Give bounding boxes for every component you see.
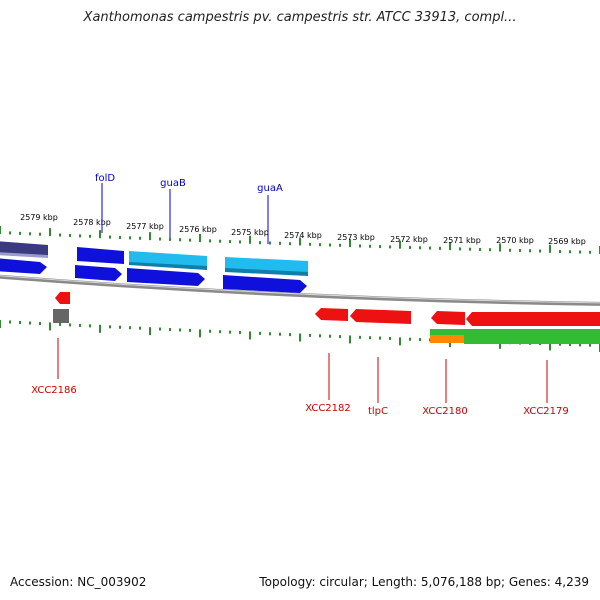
gene-xcc2179[interactable] — [466, 312, 600, 326]
gene-label-xcc2180[interactable]: XCC2180 — [422, 406, 468, 417]
gene-blue[interactable] — [127, 268, 205, 286]
kbp-tick-labels: 2579 kbp 2578 kbp 2577 kbp 2576 kbp 2575… — [20, 213, 586, 246]
reverse-gene-labels: XCC2186 XCC2182 tlpC XCC2180 XCC2179 — [31, 338, 569, 417]
tick-label: 2571 kbp — [443, 236, 481, 245]
genome-summary-text: Topology: circular; Length: 5,076,188 bp… — [259, 575, 589, 589]
bottom-tick-row — [0, 320, 600, 352]
gene-blue[interactable] — [223, 275, 307, 293]
map-title: Xanthomonas campestris pv. campestris st… — [83, 10, 517, 25]
gene-label-xcc2186[interactable]: XCC2186 — [31, 385, 77, 396]
feature-green[interactable] — [464, 335, 600, 344]
feature-green[interactable] — [430, 329, 600, 335]
tick-label: 2576 kbp — [179, 225, 217, 234]
reverse-strand-genes — [53, 292, 600, 344]
gene-tlpc[interactable] — [350, 309, 411, 324]
tick-label: 2574 kbp — [284, 231, 322, 240]
gene-xcc2180[interactable] — [431, 311, 465, 325]
gene-label-guab[interactable]: guaB — [160, 178, 186, 189]
gene-xcc2182[interactable] — [315, 308, 348, 321]
tick-label: 2578 kbp — [73, 218, 111, 227]
gene-label-xcc2179[interactable]: XCC2179 — [523, 406, 569, 417]
gene-blue[interactable] — [75, 265, 122, 281]
gene-fold[interactable] — [77, 247, 124, 264]
forward-strand-genes — [0, 241, 308, 293]
gene-guaa-shade — [225, 268, 308, 276]
gene-guab-shade — [129, 262, 207, 270]
tick-label: 2569 kbp — [548, 237, 586, 246]
gene-slate[interactable] — [0, 241, 48, 256]
tick-label: 2575 kbp — [231, 228, 269, 237]
gene-label-tlpc[interactable]: tlpC — [368, 406, 388, 417]
gene-xcc2186[interactable] — [55, 292, 70, 304]
genome-backbone — [0, 274, 600, 306]
tick-label: 2573 kbp — [337, 233, 375, 242]
genome-backbone-highlight — [0, 275, 600, 304]
gene-blue[interactable] — [0, 258, 47, 274]
forward-gene-labels: folD guaB guaA — [95, 173, 283, 244]
gene-label-fold[interactable]: folD — [95, 173, 115, 184]
accession-text: Accession: NC_003902 — [10, 575, 147, 589]
feature-orange[interactable] — [430, 335, 464, 343]
tick-label: 2570 kbp — [496, 236, 534, 245]
gene-gray[interactable] — [53, 309, 69, 323]
tick-label: 2572 kbp — [390, 235, 428, 244]
gene-label-guaa[interactable]: guaA — [257, 183, 283, 194]
gene-slate-shade — [0, 252, 48, 258]
top-tick-row — [0, 226, 600, 254]
gene-label-xcc2182[interactable]: XCC2182 — [305, 403, 351, 414]
tick-label: 2579 kbp — [20, 213, 58, 222]
tick-label: 2577 kbp — [126, 222, 164, 231]
